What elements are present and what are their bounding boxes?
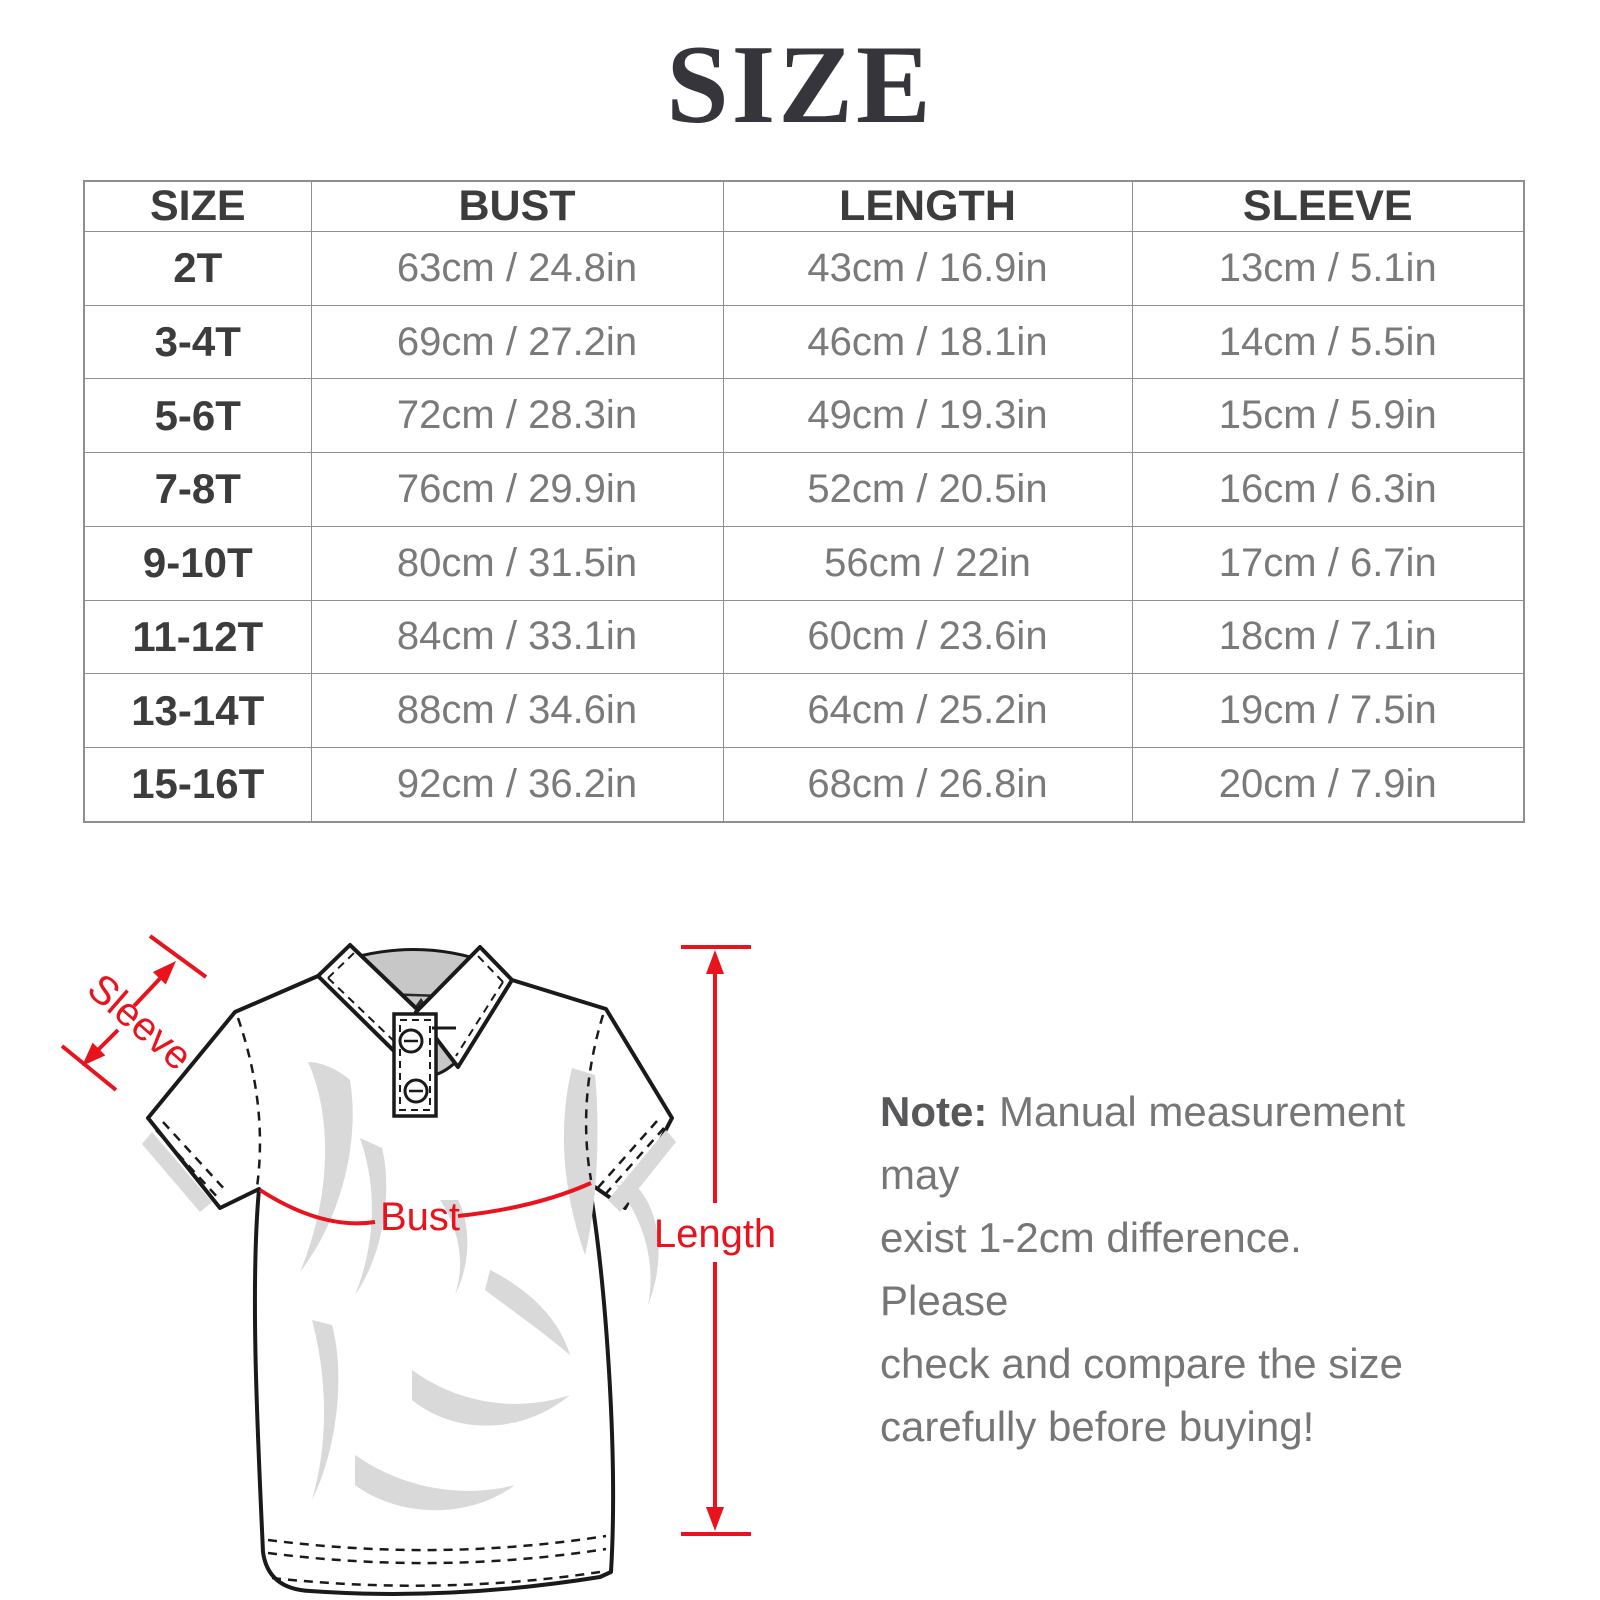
bust-cell: 69cm / 27.2in: [310, 304, 724, 380]
size-cell: 11-12T: [83, 599, 312, 675]
note-label: Note:: [880, 1088, 988, 1135]
sleeve-cell: 20cm / 7.9in: [1131, 746, 1525, 823]
length-cell: 46cm / 18.1in: [722, 304, 1133, 380]
bust-line: [258, 1181, 592, 1226]
note-line: check and compare the size: [880, 1340, 1403, 1387]
size-table: SIZE BUST LENGTH SLEEVE 2T 63cm / 24.8in…: [83, 180, 1525, 823]
table-row: 3-4T 69cm / 27.2in 46cm / 18.1in 14cm / …: [83, 304, 1525, 380]
bust-cell: 88cm / 34.6in: [310, 673, 724, 748]
size-cell: 5-6T: [83, 378, 312, 454]
size-cell: 13-14T: [83, 673, 312, 748]
sleeve-label: Sleeve: [79, 966, 200, 1079]
size-cell: 7-8T: [83, 452, 312, 527]
placket: [392, 1012, 456, 1118]
length-cell: 52cm / 20.5in: [722, 452, 1133, 527]
sleeve-cell: 19cm / 7.5in: [1131, 673, 1525, 748]
length-cell: 43cm / 16.9in: [722, 231, 1133, 306]
bust-cell: 63cm / 24.8in: [310, 231, 724, 306]
table-row: 2T 63cm / 24.8in 43cm / 16.9in 13cm / 5.…: [83, 231, 1525, 306]
stitch-lines: [155, 1014, 665, 1587]
length-cell: 68cm / 26.8in: [722, 746, 1133, 823]
length-cell: 64cm / 25.2in: [722, 673, 1133, 748]
length-cell: 56cm / 22in: [722, 525, 1133, 601]
note-line: Note: Manual measurement may: [880, 1080, 1440, 1206]
size-cell: 2T: [83, 231, 312, 306]
sleeve-arrowhead-icon: [152, 961, 176, 985]
note-line: carefully before buying!: [880, 1403, 1315, 1450]
fabric-shading: [142, 1062, 676, 1511]
length-arrow: [681, 945, 751, 1536]
note-text: Manual measurement may: [880, 1088, 1406, 1198]
measurement-note: Note: Manual measurement may exist 1-2cm…: [880, 1080, 1440, 1458]
table-row: 5-6T 72cm / 28.3in 49cm / 19.3in 15cm / …: [83, 378, 1525, 454]
sleeve-cell: 14cm / 5.5in: [1131, 304, 1525, 380]
table-row: 15-16T 92cm / 36.2in 68cm / 26.8in 20cm …: [83, 746, 1525, 823]
sleeve-cell: 16cm / 6.3in: [1131, 452, 1525, 527]
sleeve-cell: 18cm / 7.1in: [1131, 599, 1525, 675]
header-sleeve: SLEEVE: [1131, 180, 1525, 232]
table-row: 9-10T 80cm / 31.5in 56cm / 22in 17cm / 6…: [83, 525, 1525, 601]
note-line: exist 1-2cm difference. Please: [880, 1214, 1302, 1324]
size-cell: 9-10T: [83, 525, 312, 601]
polo-shirt-illustration: Sleeve Bust Length: [60, 934, 776, 1596]
length-cell: 49cm / 19.3in: [722, 378, 1133, 454]
length-arrowhead-icon: [706, 950, 724, 974]
table-header-row: SIZE BUST LENGTH SLEEVE: [83, 180, 1525, 232]
length-label: Length: [654, 1212, 776, 1256]
length-cell: 60cm / 23.6in: [722, 599, 1133, 675]
bust-cell: 76cm / 29.9in: [310, 452, 724, 527]
table-row: 13-14T 88cm / 34.6in 64cm / 25.2in 19cm …: [83, 673, 1525, 748]
header-length: LENGTH: [722, 180, 1133, 232]
size-cell: 15-16T: [83, 746, 312, 823]
table-row: 7-8T 76cm / 29.9in 52cm / 20.5in 16cm / …: [83, 452, 1525, 527]
shirt-body: [142, 943, 676, 1596]
shirt-measure-diagram: Sleeve Bust Length: [60, 900, 820, 1600]
page-title: SIZE: [666, 23, 934, 147]
bust-cell: 72cm / 28.3in: [310, 378, 724, 454]
size-cell: 3-4T: [83, 304, 312, 380]
header-size: SIZE: [83, 180, 312, 232]
sleeve-cell: 13cm / 5.1in: [1131, 231, 1525, 306]
sleeve-cell: 17cm / 6.7in: [1131, 525, 1525, 601]
bust-cell: 92cm / 36.2in: [310, 746, 724, 823]
bust-label: Bust: [380, 1195, 460, 1239]
bust-cell: 80cm / 31.5in: [310, 525, 724, 601]
length-arrowhead-icon: [706, 1507, 724, 1531]
sleeve-cell: 15cm / 5.9in: [1131, 378, 1525, 454]
bust-cell: 84cm / 33.1in: [310, 599, 724, 675]
header-bust: BUST: [310, 180, 724, 232]
sleeve-arrowhead-icon: [82, 1042, 106, 1066]
table-row: 11-12T 84cm / 33.1in 60cm / 23.6in 18cm …: [83, 599, 1525, 675]
